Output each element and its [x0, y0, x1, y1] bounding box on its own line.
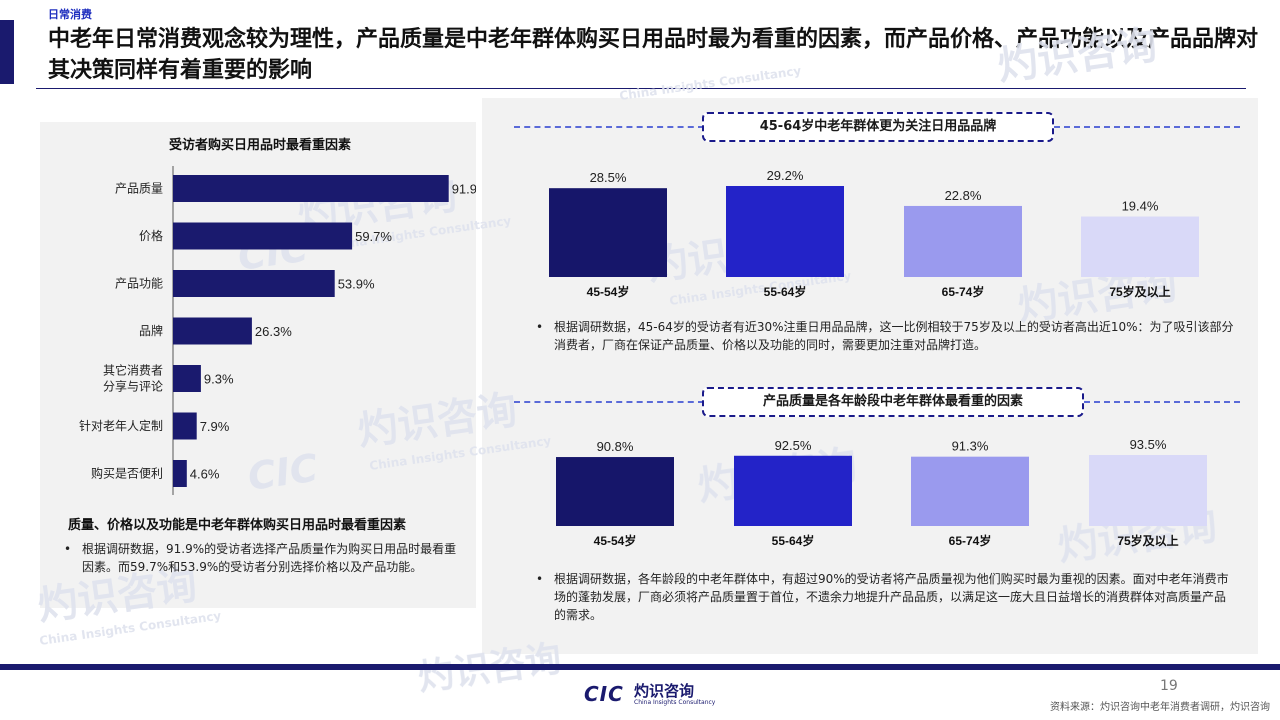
age-bar — [556, 457, 674, 526]
age-bar — [1081, 216, 1199, 277]
logo-cic-text: CIC — [584, 682, 624, 706]
banner1-dash-right — [1054, 126, 1240, 128]
age-category-label: 75岁及以上 — [1117, 533, 1178, 548]
age-category-label: 75岁及以上 — [1109, 284, 1170, 299]
factor-value-label: 4.6% — [190, 467, 220, 482]
watermark-cic: CIC — [245, 446, 320, 499]
factor-category-label: 产品质量 — [115, 182, 163, 196]
factor-value-label: 9.3% — [204, 372, 234, 387]
age-value-label: 93.5% — [1130, 437, 1167, 452]
right-bullet-2-text: 根据调研数据，各年龄段的中老年群体中，有超过90%的受访者将产品质量视为他们购买… — [554, 572, 1229, 622]
bullet-dot: • — [536, 572, 544, 586]
page-title: 中老年日常消费观念较为理性，产品质量是中老年群体购买日用品时最为看重的因素，而产… — [48, 27, 1259, 83]
factor-bar — [173, 175, 449, 202]
age-value-label: 90.8% — [597, 439, 634, 454]
factor-category-label: 价格 — [139, 228, 163, 243]
age-value-label: 19.4% — [1122, 199, 1159, 214]
factor-value-label: 59.7% — [355, 229, 392, 244]
factor-bar — [173, 365, 201, 392]
factor-bar — [173, 270, 335, 297]
right-bullet-1-text: 根据调研数据，45-64岁的受访者有近30%注重日用品品牌，这一比例相较于75岁… — [554, 320, 1234, 352]
factor-category-label: 其它消费者 — [103, 363, 163, 378]
age-value-label: 28.5% — [590, 170, 627, 185]
logo-en-text: China Insights Consultancy — [634, 699, 716, 706]
left-bullet-text: 根据调研数据，91.9%的受访者选择产品质量作为购买日用品时最看重因素。而59.… — [82, 542, 457, 574]
factor-category-label: 产品功能 — [115, 277, 163, 291]
watermark-cn: 灼识咨询 — [995, 22, 1160, 90]
factor-bar — [173, 317, 252, 345]
age-category-label: 55-64岁 — [764, 284, 807, 299]
title-accent-bar — [0, 20, 14, 84]
factor-category-label: 分享与评论 — [103, 379, 163, 394]
factor-bar — [173, 460, 187, 487]
footer-band — [0, 664, 1280, 670]
quality-by-age-chart: 90.8% 45-54岁 92.5% 55-64岁 91.3% 65-74岁 93.5% 75… — [556, 437, 1207, 548]
age-bar — [1089, 455, 1207, 526]
age-category-label: 45-54岁 — [587, 284, 630, 299]
age-value-label: 29.2% — [767, 168, 804, 183]
bullet-dot: • — [64, 542, 72, 556]
factor-value-label: 7.9% — [200, 419, 230, 434]
age-value-label: 22.8% — [945, 188, 982, 203]
age-bar — [734, 455, 852, 526]
title-divider — [36, 88, 1246, 89]
section-tag: 日常消费 — [48, 8, 92, 21]
factor-value-label: 53.9% — [338, 277, 375, 292]
banner2-dash-right — [1084, 401, 1240, 403]
banner-brand-focus: 45-64岁中老年群体更为关注日用品品牌 — [702, 112, 1054, 142]
banner-quality-focus: 产品质量是各年龄段中老年群体最看重的因素 — [702, 387, 1084, 417]
age-bar — [726, 186, 844, 277]
left-sub-heading: 质量、价格以及功能是中老年群体购买日用品时最看重因素 — [68, 518, 407, 533]
factor-category-label: 品牌 — [139, 324, 163, 338]
factor-category-label: 购买是否便利 — [91, 466, 163, 481]
age-bar — [911, 456, 1029, 526]
age-category-label: 65-74岁 — [942, 284, 985, 299]
right-bullet-1: • 根据调研数据，45-64岁的受访者有近30%注重日用品品牌，这一比例相较于7… — [536, 318, 1236, 358]
age-value-label: 91.3% — [952, 439, 989, 454]
age-value-label: 92.5% — [775, 438, 812, 453]
factor-bar — [173, 222, 353, 250]
banner2-dash-left — [514, 401, 704, 403]
bullet-dot: • — [536, 320, 544, 334]
factors-bar-chart: 91.9% 产品质量 59.7% 价格 53.9% 产品功能 26.3% 品牌 9.3% 其它消费… — [79, 166, 476, 495]
left-bullet: • 根据调研数据，91.9%的受访者选择产品质量作为购买日用品时最看重因素。而5… — [64, 540, 462, 600]
logo-cn-text: 灼识咨询 — [634, 682, 695, 700]
source-note: 资料来源：灼识咨询中老年消费者调研，灼识咨询 — [1050, 702, 1270, 713]
watermark-en: China Insights Consultancy — [618, 64, 802, 103]
right-bullet-2: • 根据调研数据，各年龄段的中老年群体中，有超过90%的受访者将产品质量视为他们… — [536, 570, 1236, 626]
factor-category-label: 针对老年人定制 — [79, 418, 163, 433]
age-category-label: 45-54岁 — [594, 533, 637, 548]
left-chart-title: 受访者购买日用品时最看重因素 — [168, 138, 351, 153]
footer-logo: CIC 灼识咨询 China Insights Consultancy — [584, 680, 716, 710]
age-bar — [904, 205, 1022, 277]
factor-value-label: 91.9% — [452, 182, 476, 197]
age-category-label: 65-74岁 — [949, 533, 992, 548]
banner1-dash-left — [514, 126, 704, 128]
age-category-label: 55-64岁 — [772, 533, 815, 548]
left-panel — [40, 122, 476, 608]
age-bar — [549, 188, 667, 277]
page-number: 19 — [1160, 678, 1178, 694]
factor-value-label: 26.3% — [255, 324, 292, 339]
brand-by-age-chart: 28.5% 45-54岁 29.2% 55-64岁 22.8% 65-74岁 19.4% 75… — [549, 168, 1199, 299]
factor-bar — [173, 412, 197, 440]
